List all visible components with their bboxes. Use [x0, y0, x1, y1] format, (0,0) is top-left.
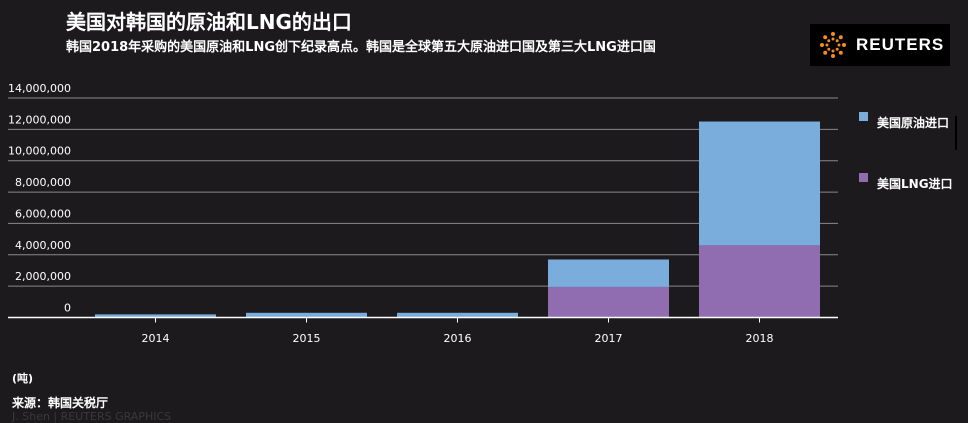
y-tick-label: 4,000,000 — [15, 239, 71, 252]
bar-segment — [548, 286, 669, 318]
x-tick-label: 2015 — [293, 332, 321, 345]
source-note: 来源：韩国关税厅 — [12, 396, 109, 410]
x-tick-label: 2016 — [444, 332, 472, 345]
bar-segment — [397, 312, 518, 318]
y-tick-label: 0 — [64, 302, 71, 315]
x-tick-label: 2018 — [746, 332, 774, 345]
unit-label: (吨) — [12, 372, 34, 385]
legend-label-crude: 美国原油进口 — [877, 116, 950, 130]
bar-segment — [699, 245, 820, 318]
bar-segment — [548, 259, 669, 287]
edge-divider — [955, 116, 957, 150]
y-tick-label: 8,000,000 — [15, 176, 71, 189]
bar-segment — [246, 312, 367, 318]
reuters-logo: REUTERS — [810, 24, 950, 66]
legend-swatch-crude — [859, 112, 868, 121]
credit-note: J. Shen | REUTERS GRAPHICS — [12, 410, 172, 423]
y-tick-label: 12,000,000 — [8, 113, 71, 126]
y-tick-label: 14,000,000 — [8, 82, 71, 95]
y-tick-label: 10,000,000 — [8, 145, 71, 158]
x-tick-label: 2014 — [142, 332, 170, 345]
chart-subtitle: 韩国2018年采购的美国原油和LNG创下纪录高点。韩国是全球第五大原油进口国及第… — [66, 40, 656, 55]
legend-item-lng: 美国LNG进口 — [859, 173, 953, 192]
legend-label-lng: 美国LNG进口 — [877, 177, 953, 191]
x-tick-label: 2017 — [595, 332, 623, 345]
logo-text: REUTERS — [856, 35, 945, 54]
bar-segment — [699, 121, 820, 246]
legend-item-crude: 美国原油进口 — [859, 112, 949, 131]
y-tick-label: 6,000,000 — [15, 207, 71, 220]
chart-title: 美国对韩国的原油和LNG的出口 — [66, 10, 352, 34]
y-tick-label: 2,000,000 — [15, 270, 71, 283]
reuters-dot-logo-icon — [820, 32, 846, 58]
legend-swatch-lng — [859, 173, 868, 182]
bar-segment — [95, 314, 216, 318]
